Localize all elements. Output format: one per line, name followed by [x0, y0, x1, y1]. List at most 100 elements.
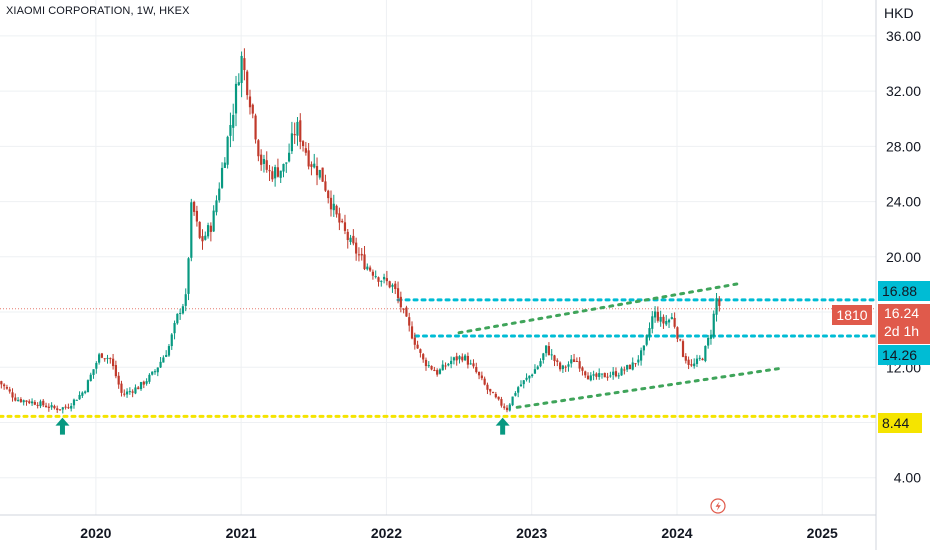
candle-body: [475, 367, 478, 373]
candle-body: [634, 363, 637, 365]
price-tick-label: 20.00: [886, 249, 921, 265]
trend-line: [457, 281, 744, 335]
candle-body: [290, 133, 293, 152]
candle-body: [167, 346, 171, 356]
time-axis: 2020 2021 2022 2023 2024 2025: [80, 525, 838, 541]
candle-body: [715, 298, 718, 315]
candle-body: [159, 361, 162, 368]
arrow-up-icon: [495, 417, 510, 435]
candle-body: [151, 371, 154, 375]
candle-body: [355, 242, 358, 254]
candle-body: [388, 281, 391, 288]
candle-body: [659, 316, 662, 322]
candle-body: [50, 405, 53, 408]
candle-body: [128, 391, 131, 393]
candle-body: [0, 381, 3, 385]
candle-body: [262, 159, 266, 164]
candle-body: [704, 345, 707, 362]
candle-body: [472, 363, 475, 367]
candle-body: [637, 359, 640, 363]
candle-body: [693, 363, 696, 367]
candle-body: [438, 369, 442, 374]
lightning-icon[interactable]: [710, 498, 726, 514]
candle-body: [276, 167, 280, 177]
candle-body: [676, 327, 679, 339]
candle-body: [628, 364, 632, 370]
price-tick-label: 4.00: [894, 470, 921, 486]
candle-body: [304, 148, 307, 153]
arrow-markers: [55, 417, 510, 435]
candle-body: [187, 258, 190, 294]
candle-body: [413, 337, 416, 345]
candle-body: [695, 358, 699, 364]
candle-body: [617, 375, 620, 377]
candle-body: [42, 400, 45, 406]
candle-body: [56, 408, 59, 411]
candle-body: [422, 354, 425, 360]
candle-body: [33, 401, 36, 405]
candle-body: [528, 375, 531, 379]
candle-body: [581, 367, 584, 371]
arrow-up-icon: [55, 417, 70, 435]
candle-body: [301, 141, 305, 147]
candle-body: [92, 369, 95, 375]
candle-body: [357, 254, 361, 256]
bar-countdown: 2d 1h: [884, 323, 920, 339]
candle-body: [514, 393, 517, 396]
candle-body: [232, 114, 235, 128]
trend-lines: [457, 281, 781, 409]
candle-body: [709, 334, 713, 339]
candle-body: [558, 362, 562, 370]
candle-body: [114, 365, 117, 377]
candle-body: [22, 400, 25, 403]
candle-body: [19, 399, 22, 402]
price-tick-label: 36.00: [886, 28, 921, 44]
price-badge-lower-level: 14.26: [878, 345, 930, 365]
candle-body: [612, 371, 615, 375]
candle-body: [243, 58, 246, 71]
candle-body: [206, 225, 210, 237]
candle-body: [44, 405, 48, 408]
candle-body: [427, 365, 430, 367]
currency-label[interactable]: HKD: [884, 5, 914, 21]
candle-body: [651, 316, 654, 329]
candle-body: [81, 392, 84, 396]
candle-body: [170, 334, 173, 347]
candle-body: [190, 202, 193, 258]
candle-body: [690, 364, 693, 366]
candle-body: [519, 384, 523, 387]
candle-body: [134, 387, 137, 394]
candle-body: [396, 288, 400, 298]
candle-body: [173, 323, 176, 334]
candle-body: [212, 210, 215, 232]
candle-body: [5, 387, 9, 389]
candle-body: [346, 231, 349, 241]
candle-body: [584, 371, 587, 376]
candle-body: [139, 382, 143, 390]
candle-body: [226, 136, 229, 165]
candle-body: [701, 358, 704, 361]
time-tick-label: 2021: [226, 525, 257, 541]
candle-body: [665, 321, 668, 325]
candle-body: [536, 366, 539, 370]
candle-body: [533, 369, 537, 374]
candle-body: [240, 55, 243, 84]
candle-body: [712, 313, 715, 337]
candle-body: [111, 358, 115, 367]
candle-body: [679, 339, 682, 341]
symbol-badge[interactable]: 1810: [832, 305, 872, 325]
candle-body: [450, 360, 453, 365]
candle-body: [483, 378, 486, 385]
candle-body: [463, 355, 467, 361]
candle-body: [3, 384, 6, 387]
candle-body: [329, 197, 333, 210]
candle-body: [494, 393, 497, 398]
candle-body: [620, 368, 623, 376]
candle-body: [556, 360, 559, 362]
candle-body: [327, 190, 330, 199]
candle-body: [572, 359, 576, 363]
last-price-value: 16.24: [884, 305, 920, 321]
candle-body: [36, 404, 39, 406]
